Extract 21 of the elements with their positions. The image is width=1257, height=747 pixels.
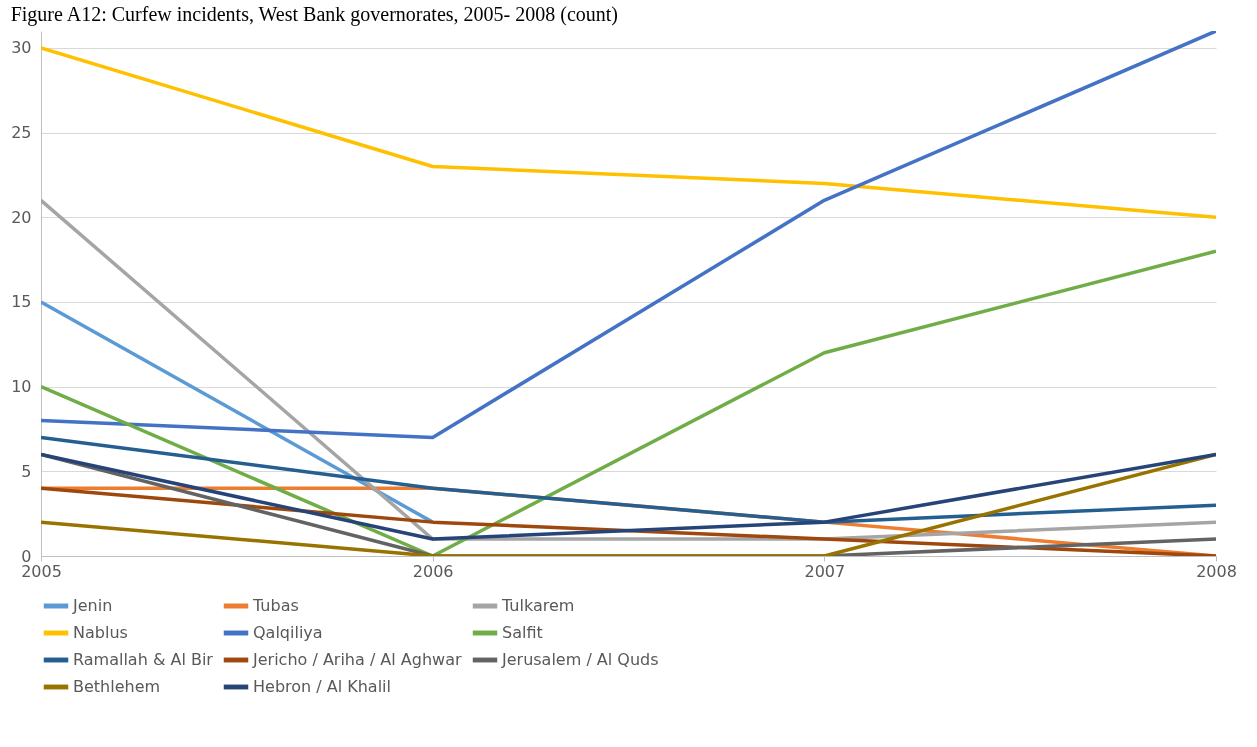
legend-label: Hebron / Al Khalil — [253, 677, 391, 696]
legend-label: Tubas — [252, 596, 299, 616]
legend-label: Bethlehem — [73, 677, 161, 696]
y-tick-label: 5 — [21, 461, 32, 481]
y-tick-label: 20 — [11, 207, 32, 227]
x-tick-label: 2007 — [804, 561, 846, 581]
legend-label: Jericho / Ariha / Al Aghwar — [252, 650, 462, 669]
y-tick-label: 30 — [11, 38, 32, 58]
y-tick-label: 10 — [11, 377, 32, 397]
y-tick-label: 25 — [11, 123, 32, 143]
legend-label: Nablus — [73, 623, 128, 642]
legend-label: Ramallah & Al Bir — [73, 650, 214, 669]
legend-label: Jerusalem / Al Quds — [501, 650, 659, 669]
y-tick-label: 15 — [11, 292, 32, 312]
legend-label: Salfit — [502, 623, 543, 642]
legend-label: Tulkarem — [501, 596, 575, 616]
legend-label: Qalqiliya — [253, 623, 323, 642]
legend-label: Jenin — [72, 596, 113, 615]
x-tick-label: 2006 — [412, 561, 454, 581]
x-tick-label: 2008 — [1196, 561, 1237, 581]
chart-title: Figure A12: Curfew incidents, West Bank governorates, 2005- 2008 (count) — [10, 3, 618, 26]
